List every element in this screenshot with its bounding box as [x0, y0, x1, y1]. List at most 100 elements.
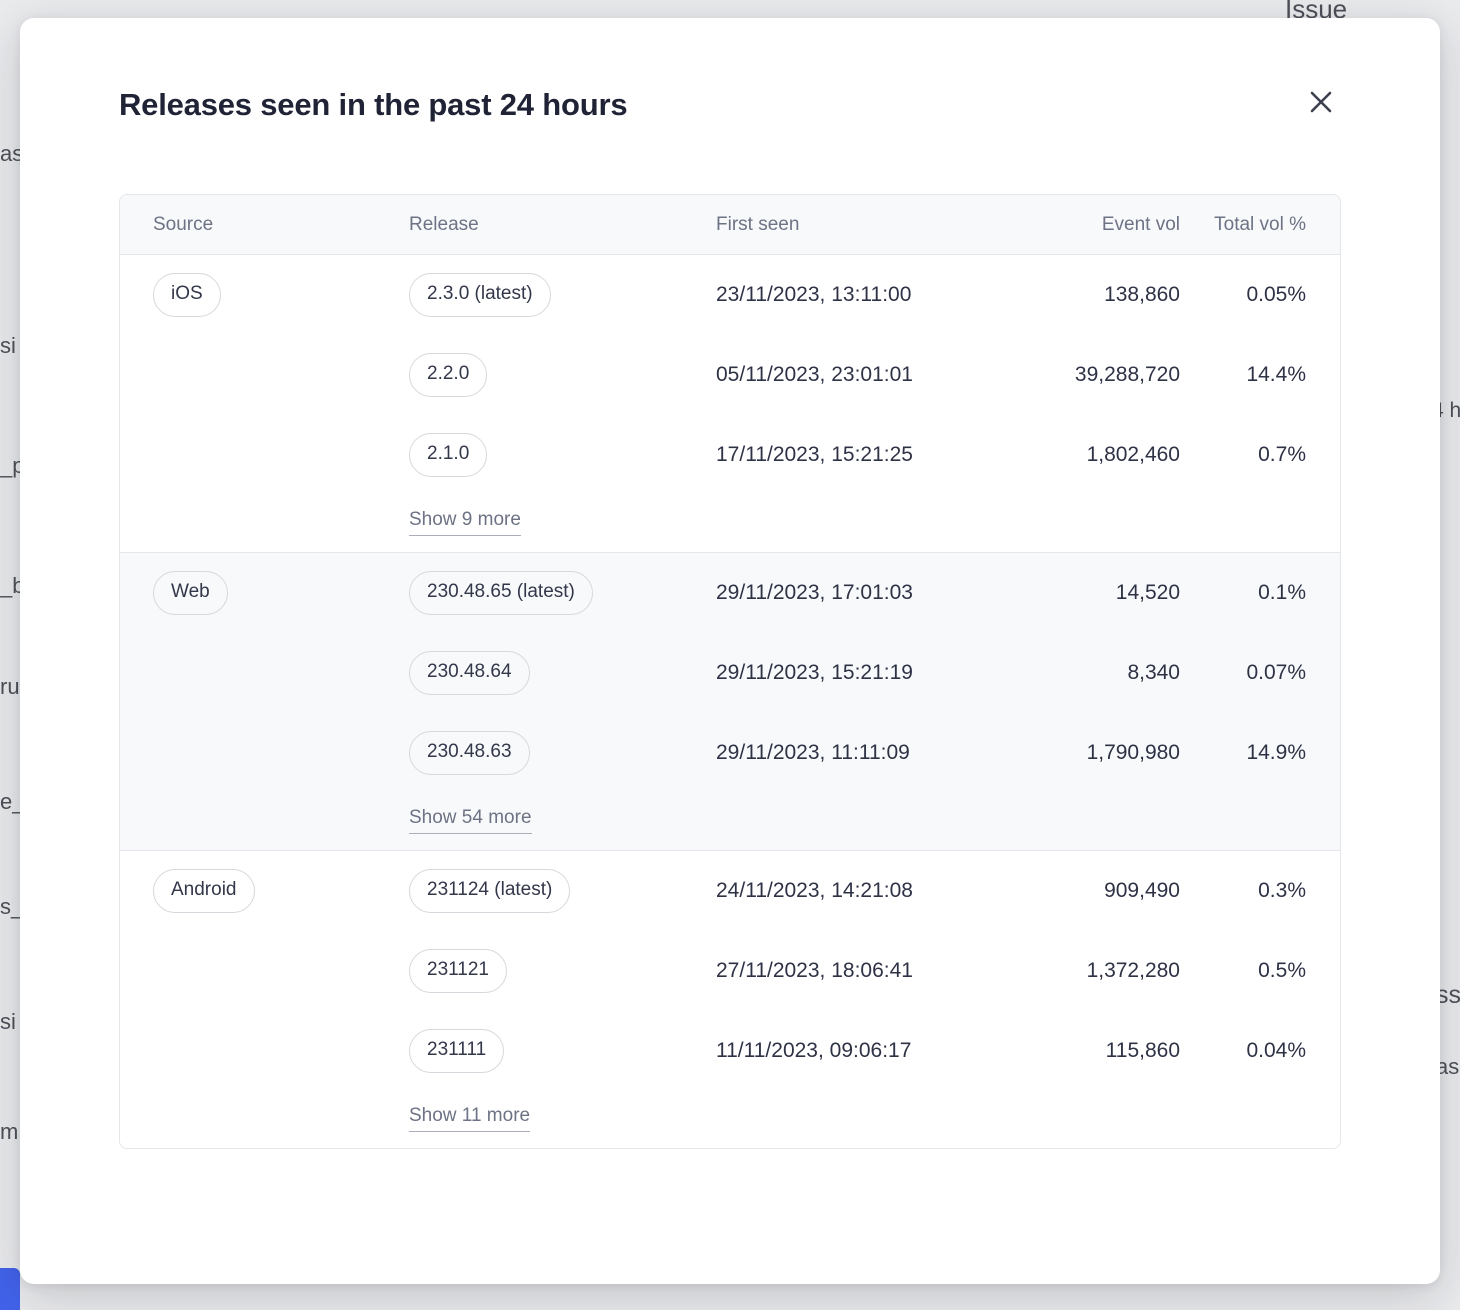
release-cell: 230.48.63 — [409, 731, 716, 775]
release-cell: 2.3.0 (latest) — [409, 273, 716, 317]
event-vol-value: 1,790,980 — [1086, 741, 1180, 764]
first-seen-value: 29/11/2023, 17:01:03 — [716, 581, 913, 604]
total-vol-value: 0.04% — [1246, 1039, 1306, 1062]
source-group: iOS 2.3.0 (latest) 23/11/2023, 13:11:00 … — [120, 255, 1340, 553]
modal-title: Releases seen in the past 24 hours — [119, 87, 628, 122]
column-header-total-vol: Total vol % — [1214, 213, 1306, 235]
total-vol-value: 0.1% — [1258, 581, 1306, 604]
total-vol-value: 14.9% — [1246, 741, 1306, 764]
releases-table: Source Release First seen Event vol Tota… — [119, 194, 1341, 1149]
source-cell: iOS — [120, 255, 409, 552]
source-group: Web 230.48.65 (latest) 29/11/2023, 17:01… — [120, 553, 1340, 851]
group-rows: 2.3.0 (latest) 23/11/2023, 13:11:00 138,… — [409, 255, 1306, 552]
release-pill-label: 231111 — [427, 1039, 487, 1061]
source-pill: Web — [153, 571, 228, 615]
column-header-source: Source — [153, 213, 214, 235]
release-row: 231111 11/11/2023, 09:06:17 115,860 0.04… — [409, 1011, 1306, 1091]
total-vol-value: 14.4% — [1246, 363, 1306, 386]
total-vol-value: 0.7% — [1258, 443, 1306, 466]
first-seen-value: 27/11/2023, 18:06:41 — [716, 959, 913, 982]
event-vol-value: 1,372,280 — [1086, 959, 1180, 982]
release-pill: 231121 — [409, 949, 507, 993]
show-more-row: Show 11 more — [409, 1091, 1306, 1138]
source-pill: iOS — [153, 273, 221, 317]
background-text-fragment: ru — [0, 674, 20, 699]
release-row: 231121 27/11/2023, 18:06:41 1,372,280 0.… — [409, 931, 1306, 1011]
event-vol-value: 8,340 — [1127, 661, 1180, 684]
close-button[interactable] — [1301, 82, 1341, 122]
source-pill-label: iOS — [171, 283, 203, 304]
source-cell: Web — [120, 553, 409, 850]
release-cell: 230.48.65 (latest) — [409, 571, 716, 615]
release-row: 2.2.0 05/11/2023, 23:01:01 39,288,720 14… — [409, 335, 1306, 415]
release-pill-label: 231124 (latest) — [427, 879, 553, 901]
source-pill: Android — [153, 869, 255, 913]
first-seen-value: 05/11/2023, 23:01:01 — [716, 363, 913, 386]
background-text-fragment: si — [0, 333, 16, 358]
event-vol-value: 39,288,720 — [1074, 363, 1180, 386]
release-pill-label: 230.48.65 (latest) — [427, 581, 575, 603]
release-cell: 231121 — [409, 949, 716, 993]
event-vol-value: 1,802,460 — [1086, 443, 1180, 466]
event-vol-value: 909,490 — [1104, 879, 1180, 902]
show-more-link[interactable]: Show 54 more — [409, 807, 532, 834]
event-vol-value: 138,860 — [1104, 283, 1180, 306]
background-text-fragment: as — [0, 141, 24, 166]
release-pill-label: 2.3.0 (latest) — [427, 283, 533, 305]
release-pill-label: 230.48.63 — [427, 741, 512, 763]
release-pill: 2.3.0 (latest) — [409, 273, 551, 317]
first-seen-value: 11/11/2023, 09:06:17 — [716, 1039, 912, 1062]
table-header-row: Source Release First seen Event vol Tota… — [120, 195, 1340, 255]
column-header-event-vol: Event vol — [1101, 213, 1180, 235]
close-icon — [1308, 89, 1334, 115]
table-body: iOS 2.3.0 (latest) 23/11/2023, 13:11:00 … — [120, 255, 1340, 1148]
first-seen-value: 24/11/2023, 14:21:08 — [716, 879, 913, 902]
column-header-release: Release — [409, 213, 479, 235]
release-pill: 230.48.63 — [409, 731, 530, 775]
release-pill: 231111 — [409, 1029, 505, 1073]
first-seen-value: 17/11/2023, 15:21:25 — [716, 443, 913, 466]
release-cell: 2.2.0 — [409, 353, 716, 397]
source-group: Android 231124 (latest) 24/11/2023, 14:2… — [120, 851, 1340, 1148]
show-more-link[interactable]: Show 11 more — [409, 1105, 531, 1132]
modal-header: Releases seen in the past 24 hours — [119, 84, 1341, 126]
release-cell: 231111 — [409, 1029, 716, 1073]
first-seen-value: 29/11/2023, 11:11:09 — [716, 741, 910, 764]
source-pill-label: Android — [171, 879, 237, 900]
release-pill: 2.1.0 — [409, 433, 488, 477]
show-more-link[interactable]: Show 9 more — [409, 509, 521, 536]
total-vol-value: 0.3% — [1258, 879, 1306, 902]
release-pill: 2.2.0 — [409, 353, 488, 397]
source-cell: Android — [120, 851, 409, 1148]
release-row: 2.3.0 (latest) 23/11/2023, 13:11:00 138,… — [409, 255, 1306, 335]
show-more-row: Show 9 more — [409, 495, 1306, 542]
total-vol-value: 0.5% — [1258, 959, 1306, 982]
release-row: 230.48.64 29/11/2023, 15:21:19 8,340 0.0… — [409, 633, 1306, 713]
column-header-first-seen: First seen — [716, 213, 800, 235]
release-cell: 230.48.64 — [409, 651, 716, 695]
releases-modal: Releases seen in the past 24 hours Sourc… — [20, 18, 1440, 1284]
total-vol-value: 0.05% — [1246, 283, 1306, 306]
release-pill: 230.48.64 — [409, 651, 530, 695]
background-text-fragment: m — [0, 1119, 19, 1144]
release-pill-label: 2.2.0 — [427, 363, 470, 385]
total-vol-value: 0.07% — [1246, 661, 1306, 684]
release-pill-label: 230.48.64 — [427, 661, 512, 683]
release-row: 230.48.63 29/11/2023, 11:11:09 1,790,980… — [409, 713, 1306, 793]
release-pill-label: 2.1.0 — [427, 443, 470, 465]
background-text-fragment: ss — [1436, 981, 1460, 1009]
event-vol-value: 115,860 — [1105, 1039, 1180, 1062]
background-text-fragment: si — [0, 1009, 16, 1034]
release-pill: 230.48.65 (latest) — [409, 571, 593, 615]
release-pill-label: 231121 — [427, 959, 489, 981]
first-seen-value: 23/11/2023, 13:11:00 — [716, 283, 912, 306]
release-pill: 231124 (latest) — [409, 869, 571, 913]
release-cell: 231124 (latest) — [409, 869, 716, 913]
background-blue-element — [0, 1268, 20, 1310]
release-cell: 2.1.0 — [409, 433, 716, 477]
release-row: 2.1.0 17/11/2023, 15:21:25 1,802,460 0.7… — [409, 415, 1306, 495]
release-row: 230.48.65 (latest) 29/11/2023, 17:01:03 … — [409, 553, 1306, 633]
background-text-fragment: as — [1436, 1054, 1460, 1079]
group-rows: 231124 (latest) 24/11/2023, 14:21:08 909… — [409, 851, 1306, 1148]
first-seen-value: 29/11/2023, 15:21:19 — [716, 661, 913, 684]
